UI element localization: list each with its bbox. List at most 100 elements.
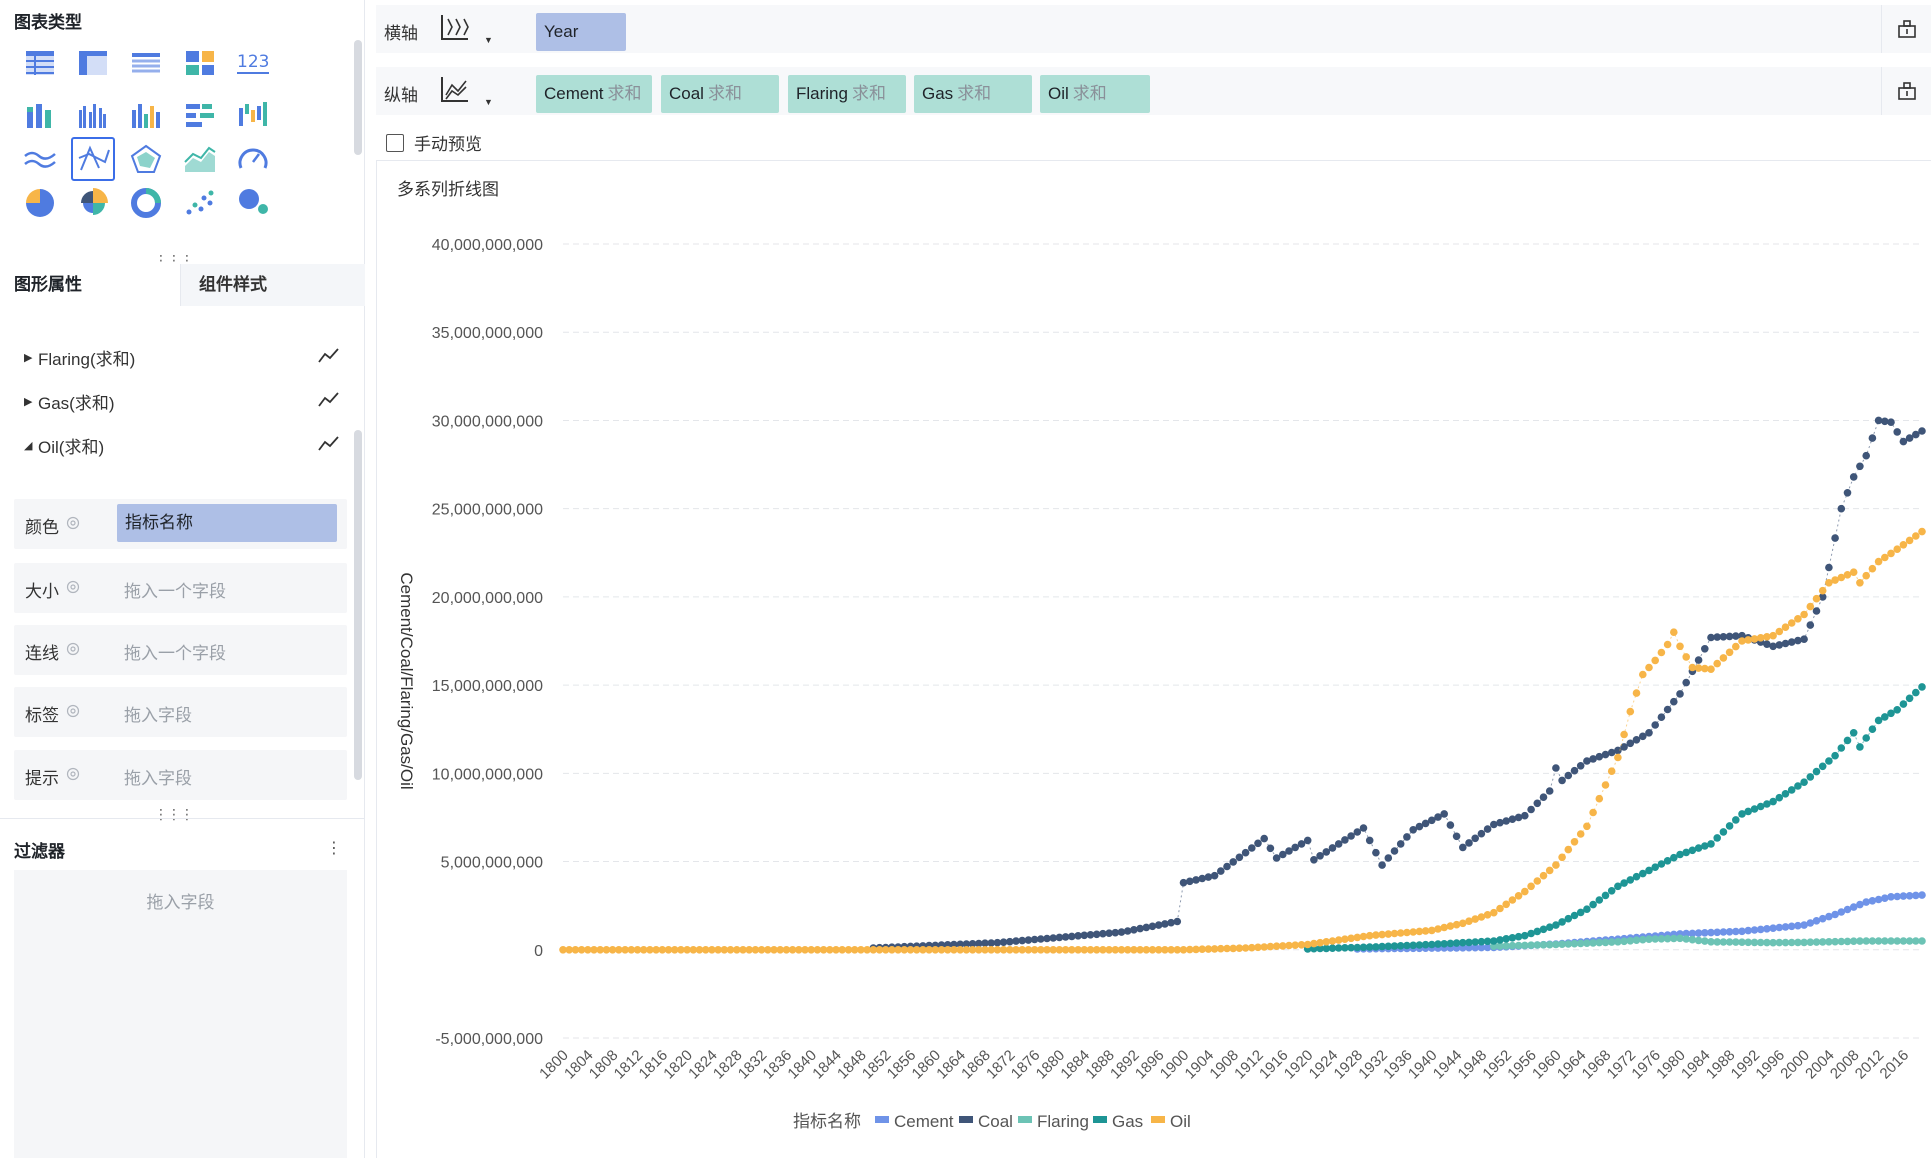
filter-title: 过滤器 xyxy=(14,842,65,861)
cross-table-icon[interactable] xyxy=(71,40,115,84)
point-oil xyxy=(1347,934,1355,943)
tab-graphic-props[interactable]: 图形属性 xyxy=(0,264,180,306)
prop-row[interactable]: 连线 拖入一个字段 xyxy=(14,625,347,675)
point-gas xyxy=(1614,882,1622,891)
y-field-chip[interactable]: Gas 求和 xyxy=(914,75,1032,113)
resize-handle-2-icon[interactable]: ⋮⋮⋮ xyxy=(154,806,194,822)
point-cement xyxy=(1905,892,1914,900)
y-field-chip[interactable]: Oil 求和 xyxy=(1040,75,1150,113)
dashboard-tiles-icon[interactable] xyxy=(178,40,222,84)
point-coal xyxy=(1260,834,1268,843)
caret-down-icon[interactable]: ◢ xyxy=(24,439,33,452)
y-axis-settings-icon[interactable] xyxy=(1881,67,1931,115)
point-gas xyxy=(1583,905,1591,913)
pie-icon[interactable] xyxy=(18,180,62,224)
detail-table-icon[interactable] xyxy=(124,40,168,84)
y-field-chip[interactable]: Coal 求和 xyxy=(661,75,779,113)
point-coal xyxy=(1645,729,1653,737)
point-coal xyxy=(1483,825,1492,833)
caret-right-icon[interactable]: ▶ xyxy=(24,351,33,364)
column-icon[interactable] xyxy=(124,93,168,137)
x-axis-type-icon[interactable] xyxy=(438,13,472,48)
point-oil xyxy=(1409,928,1417,936)
point-coal xyxy=(1682,678,1690,687)
filter-more-icon[interactable]: ⋮ xyxy=(326,840,342,857)
gear-icon[interactable] xyxy=(66,767,80,781)
line-style-icon[interactable] xyxy=(318,346,340,371)
filter-drop-zone[interactable]: 拖入字段 xyxy=(14,870,347,1158)
gear-icon[interactable] xyxy=(66,580,80,594)
table-icon[interactable] xyxy=(18,40,62,84)
stacked-bar-icon[interactable] xyxy=(178,93,222,137)
donut-icon[interactable] xyxy=(124,180,168,224)
point-gas xyxy=(1607,887,1616,895)
caret-right-icon[interactable]: ▶ xyxy=(24,395,33,408)
point-oil xyxy=(1322,938,1331,946)
prop-row[interactable]: 标签 拖入字段 xyxy=(14,687,347,737)
point-oil xyxy=(1862,571,1870,580)
prop-row[interactable]: 大小 拖入一个字段 xyxy=(14,563,347,613)
point-oil xyxy=(1310,939,1318,948)
point-flaring xyxy=(1756,938,1765,947)
area-chart-icon[interactable] xyxy=(178,137,222,181)
line-chart-icon[interactable] xyxy=(71,137,115,181)
point-oil xyxy=(962,946,971,954)
x-axis-settings-icon[interactable] xyxy=(1881,5,1931,53)
manual-preview-checkbox[interactable] xyxy=(386,133,404,152)
area-line-icon[interactable] xyxy=(18,137,62,181)
props-scrollbar[interactable] xyxy=(354,430,362,780)
legend-swatch-flaring xyxy=(1018,1116,1032,1123)
bubble-icon[interactable] xyxy=(231,180,275,224)
x-axis-dropdown-icon[interactable]: ▼ xyxy=(484,35,493,45)
gear-icon[interactable] xyxy=(66,516,80,530)
gear-icon[interactable] xyxy=(66,642,80,656)
point-oil xyxy=(1279,942,1287,950)
prop-row[interactable]: 提示 拖入字段 xyxy=(14,750,347,800)
point-flaring xyxy=(1725,938,1734,946)
point-coal xyxy=(975,939,983,948)
point-cement xyxy=(1738,927,1746,936)
gauge-icon[interactable] xyxy=(231,137,275,181)
point-oil xyxy=(1154,946,1163,954)
y-field-chip[interactable]: Flaring 求和 xyxy=(788,75,906,113)
tab-component-style[interactable]: 组件样式 xyxy=(180,264,365,306)
point-gas xyxy=(1316,944,1324,953)
series-row[interactable]: ▶ Gas(求和) xyxy=(24,386,340,416)
point-oil xyxy=(590,946,598,954)
point-coal xyxy=(1223,862,1231,871)
y-field-chip[interactable]: Cement 求和 xyxy=(536,75,652,113)
grouped-column-icon[interactable] xyxy=(71,93,115,137)
radar-icon[interactable] xyxy=(124,137,168,181)
point-gas xyxy=(1564,914,1573,923)
point-coal xyxy=(1130,926,1138,934)
manual-preview-toggle[interactable]: 手动预览 xyxy=(386,130,482,155)
point-coal xyxy=(1626,739,1635,748)
y-axis-type-icon[interactable] xyxy=(438,75,472,110)
point-flaring xyxy=(1818,938,1827,946)
point-oil xyxy=(1502,900,1510,909)
point-oil xyxy=(596,946,604,954)
point-gas xyxy=(1694,844,1703,852)
point-oil xyxy=(993,946,1002,954)
point-cement xyxy=(1756,925,1765,934)
x-field-chip[interactable]: Year xyxy=(536,13,626,51)
scatter-icon[interactable] xyxy=(178,180,222,224)
point-oil xyxy=(1266,942,1275,951)
chart-type-scrollbar[interactable] xyxy=(354,40,362,155)
point-oil xyxy=(1123,946,1132,954)
gear-icon[interactable] xyxy=(66,704,80,718)
kpi-number-icon[interactable]: 123 xyxy=(231,40,275,84)
stacked-column-icon[interactable] xyxy=(18,93,62,137)
series-row[interactable]: ▶ Flaring(求和) xyxy=(24,342,340,372)
point-coal xyxy=(956,940,964,949)
rose-pie-icon[interactable] xyxy=(71,180,115,224)
line-style-icon[interactable] xyxy=(318,434,340,459)
chart-title: 多系列折线图 xyxy=(397,180,499,199)
prop-field-chip[interactable]: 指标名称 xyxy=(117,504,337,542)
point-coal xyxy=(1837,504,1846,513)
waterfall-icon[interactable] xyxy=(231,93,275,137)
line-style-icon[interactable] xyxy=(318,390,340,415)
series-row[interactable]: ◢ Oil(求和) xyxy=(24,430,340,460)
y-axis-dropdown-icon[interactable]: ▼ xyxy=(484,97,493,107)
prop-row[interactable]: 颜色 指标名称 xyxy=(14,499,347,549)
